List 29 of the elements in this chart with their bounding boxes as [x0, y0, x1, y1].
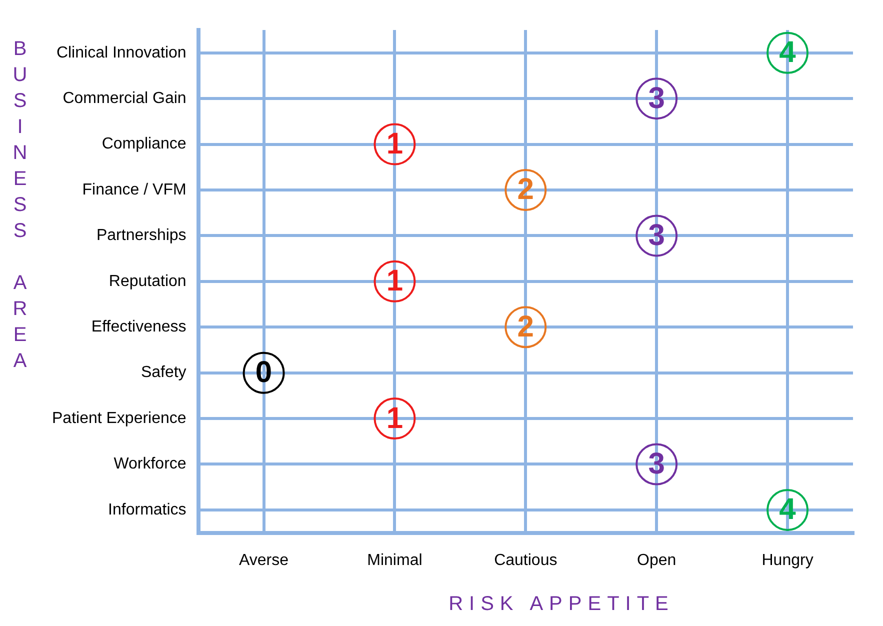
y-tick-label: Reputation	[108, 272, 186, 290]
x-axis-title: RISK APPETITE	[448, 593, 676, 616]
data-label: 3	[648, 82, 665, 115]
y-tick-label: Clinical Innovation	[56, 44, 186, 62]
y-tick-label: Compliance	[102, 136, 186, 153]
data-label: 3	[648, 448, 665, 480]
data-label: 2	[517, 310, 534, 344]
x-tick-label: Averse	[239, 552, 289, 569]
y-tick-label: Patient Experience	[52, 410, 186, 427]
y-tick-label: Effectiveness	[91, 318, 186, 336]
data-label: 4	[779, 493, 796, 526]
y-tick-label: Finance / VFM	[82, 181, 186, 198]
y-tick-label: Safety	[140, 364, 186, 382]
data-label: 0	[255, 356, 272, 390]
data-label: 1	[386, 402, 404, 435]
data-label: 1	[386, 264, 404, 298]
data-label: 3	[648, 218, 665, 252]
y-axis-title: BUSINESS AREA	[8, 38, 31, 376]
x-tick-label: Hungry	[762, 552, 814, 569]
x-tick-label: Minimal	[367, 552, 422, 569]
y-tick-label: Workforce	[114, 456, 186, 473]
y-tick-label: Informatics	[108, 501, 186, 518]
x-tick-label: Cautious	[494, 552, 558, 569]
data-label: 4	[779, 36, 796, 70]
x-tick-label: Open	[637, 552, 676, 569]
y-tick-label: Commercial Gain	[62, 90, 186, 107]
data-label: 1	[386, 128, 404, 161]
y-tick-label: Partnerships	[96, 227, 186, 244]
data-label: 2	[517, 173, 534, 206]
